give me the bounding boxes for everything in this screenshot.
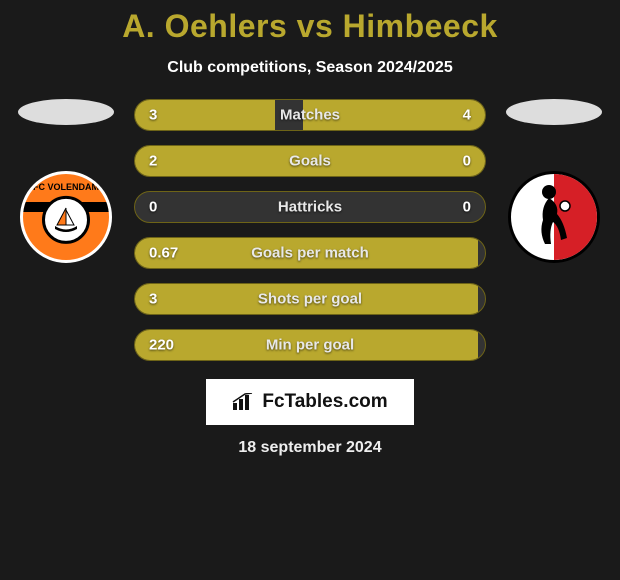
stat-right-value: 0	[463, 153, 471, 170]
stat-label: Goals per match	[251, 245, 369, 262]
stat-row: 220 Min per goal	[134, 329, 486, 361]
right-club-badge	[508, 171, 600, 263]
vs-text: vs	[297, 8, 334, 44]
stat-right-value: 4	[463, 107, 471, 124]
comparison-card: A. Oehlers vs Himbeeck Club competitions…	[0, 0, 620, 457]
stat-left-value: 2	[149, 153, 157, 170]
left-club-badge: FC VOLENDAM	[20, 171, 112, 263]
footer: FcTables.com 18 september 2024	[0, 379, 620, 457]
stat-left-value: 3	[149, 291, 157, 308]
stat-label: Hattricks	[278, 199, 342, 216]
stat-right-fill	[401, 146, 485, 176]
left-club-col: FC VOLENDAM	[10, 99, 122, 263]
stat-row: 0.67 Goals per match	[134, 237, 486, 269]
stat-row: 3 4 Matches	[134, 99, 486, 131]
player-b-name: Himbeeck	[343, 8, 498, 44]
subtitle: Club competitions, Season 2024/2025	[0, 59, 620, 77]
sailboat-icon	[51, 205, 81, 235]
page-title: A. Oehlers vs Himbeeck	[0, 8, 620, 45]
brand-box: FcTables.com	[206, 379, 413, 425]
right-shadow-ellipse	[506, 99, 602, 125]
stats-bars: 3 4 Matches 2 0 Goals 0 0 Hattricks 0.67 Goals per…	[134, 99, 486, 361]
stat-label: Goals	[289, 153, 331, 170]
stat-left-fill	[135, 146, 401, 176]
stat-row: 0 0 Hattricks	[134, 191, 486, 223]
stat-right-value: 0	[463, 199, 471, 216]
player-silhouette-icon	[529, 182, 579, 252]
stat-left-value: 220	[149, 337, 174, 354]
stat-left-value: 0	[149, 199, 157, 216]
stat-row: 3 Shots per goal	[134, 283, 486, 315]
comparison-body: FC VOLENDAM 34Matches20Goals00Hattricks0…	[0, 99, 620, 361]
player-a-name: A. Oehlers	[122, 8, 287, 44]
stat-label: Shots per goal	[258, 291, 362, 308]
chart-icon	[232, 393, 254, 411]
stat-label: Matches	[280, 107, 340, 124]
left-shadow-ellipse	[18, 99, 114, 125]
right-club-col	[498, 99, 610, 263]
date-text: 18 september 2024	[238, 439, 381, 457]
stat-left-value: 0.67	[149, 245, 178, 262]
stat-label: Min per goal	[266, 337, 354, 354]
badge-text: FC VOLENDAM	[23, 182, 109, 192]
stat-left-value: 3	[149, 107, 157, 124]
stat-row: 2 0 Goals	[134, 145, 486, 177]
brand-text: FcTables.com	[262, 391, 387, 413]
